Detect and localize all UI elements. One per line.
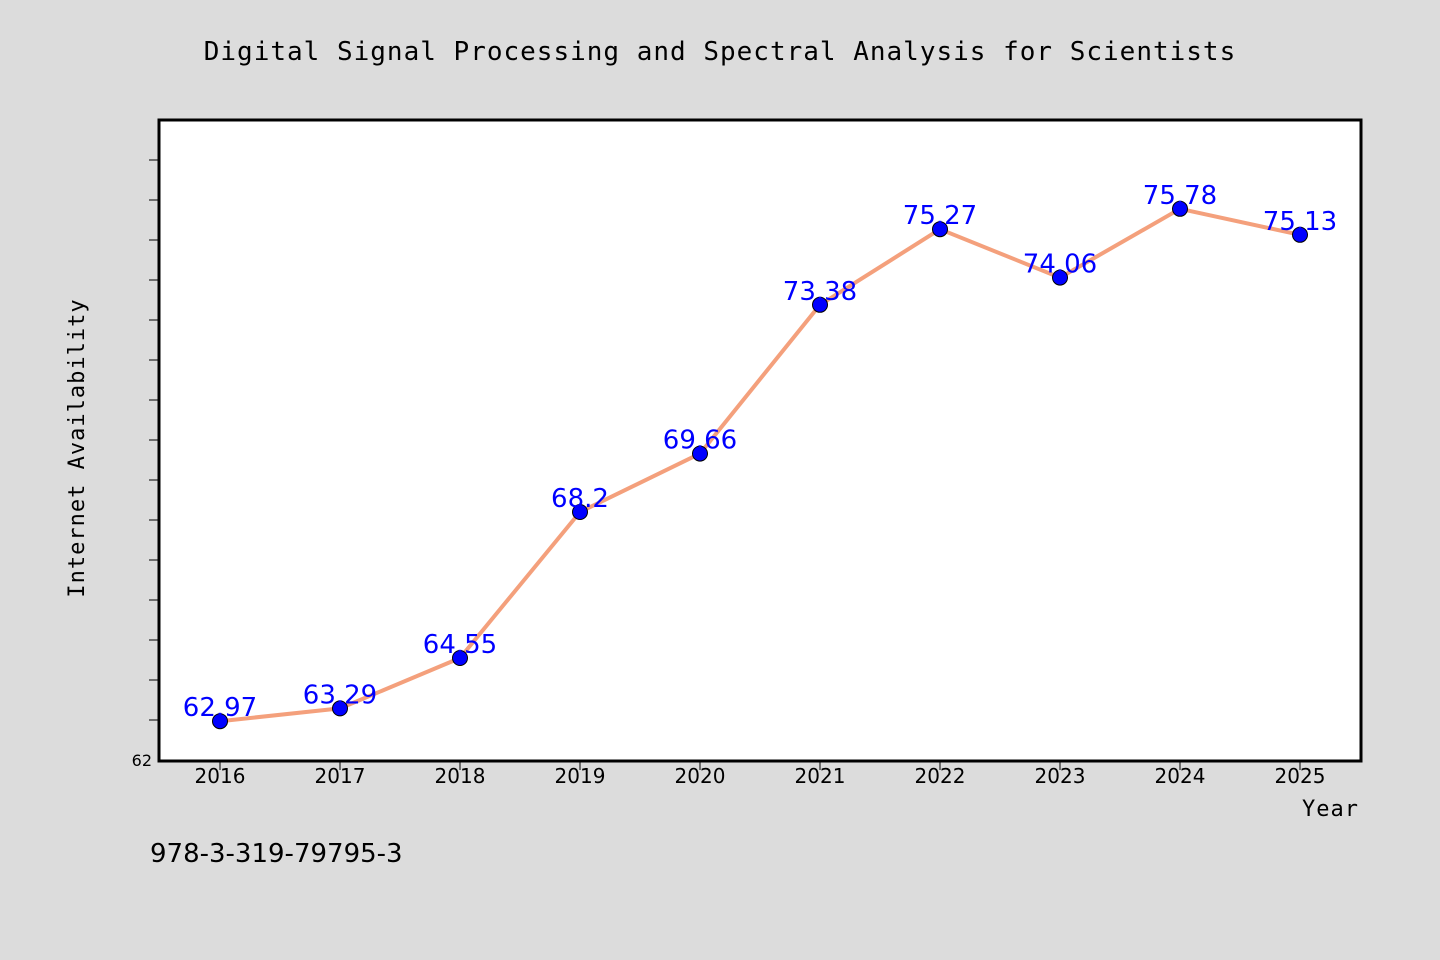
data-point (1052, 269, 1068, 286)
x-tick-label: 2022 (915, 764, 966, 788)
series-line (219, 206, 1301, 724)
y-axis-ticks (149, 159, 159, 721)
data-label: 74.06 (1023, 250, 1097, 280)
x-tick-label: 2016 (195, 764, 246, 788)
data-point (572, 504, 588, 520)
data-label: 62.97 (183, 693, 257, 723)
data-point (332, 700, 348, 717)
data-label: 75.27 (903, 201, 977, 231)
data-label: 75.13 (1263, 207, 1337, 237)
data-point (812, 296, 828, 313)
x-axis-ticks: 2016 2017 2018 2019 2020 2021 2022 2023 2024 2025 (195, 761, 1326, 788)
x-tick-label: 2024 (1155, 764, 1206, 788)
y-axis-label: Internet Availability (65, 298, 90, 597)
data-point (932, 221, 948, 238)
data-label: 69.66 (663, 426, 737, 456)
data-point (452, 650, 468, 666)
data-point (1172, 200, 1188, 217)
data-label: 75.78 (1143, 181, 1217, 211)
data-point (1292, 226, 1308, 243)
isbn-footer: 978-3-319-79795-3 (150, 839, 403, 869)
data-point (692, 445, 708, 462)
x-tick-label: 2018 (435, 764, 486, 788)
data-label: 64.55 (423, 630, 497, 660)
data-label: 73.38 (783, 277, 857, 307)
series-markers (212, 200, 1308, 730)
x-tick-label: 2023 (1035, 764, 1086, 788)
data-label: 63.29 (303, 680, 377, 710)
x-tick-label: 2025 (1275, 764, 1326, 788)
plot-area (157, 118, 1363, 763)
x-tick-label: 2020 (675, 764, 726, 788)
x-tick-label: 2019 (555, 764, 606, 788)
x-tick-label: 2021 (795, 764, 846, 788)
x-tick-label: 2017 (315, 764, 366, 788)
x-axis-label: Year (1302, 797, 1359, 822)
data-point (212, 713, 228, 730)
y-axis-min-label: 62 (132, 751, 152, 770)
data-label: 68.2 (551, 484, 609, 514)
chart-title: Digital Signal Processing and Spectral A… (204, 37, 1237, 67)
data-labels: 62.97 63.29 64.55 68.2 69.66 73.38 75.27 74.06 7… (183, 181, 1337, 723)
